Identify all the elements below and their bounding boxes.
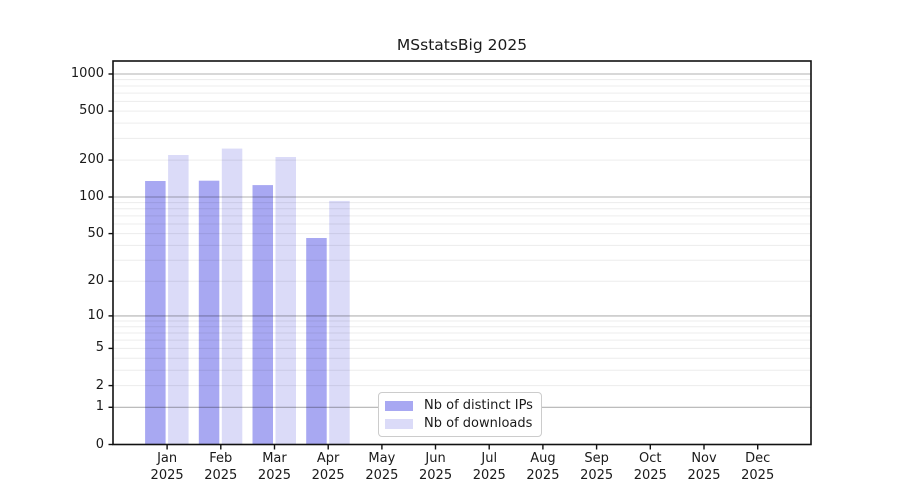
legend-label: Nb of distinct IPs [424,398,533,413]
y-tick-label: 100 [79,189,104,204]
bar [275,157,296,445]
x-tick-label: Jun 2025 [419,451,453,483]
bar [329,200,350,445]
bar [168,155,189,445]
y-tick-label: 50 [87,225,104,241]
x-tick-label: Feb 2025 [204,451,238,483]
x-tick-label: Aug 2025 [526,451,560,483]
x-tick-label: Dec 2025 [741,451,775,483]
chart-title: MSstatsBig 2025 [396,36,528,54]
legend: Nb of distinct IPs Nb of downloads [378,392,542,437]
x-tick-label: Sep 2025 [580,451,614,483]
x-tick-label: Jan 2025 [150,451,184,483]
axis-frame [108,60,812,450]
legend-swatch-distinct-ips [385,401,413,411]
bar [306,238,327,445]
x-tick-label: Jul 2025 [472,451,506,483]
y-tick-label: 1000 [70,66,104,81]
y-tick-label: 0 [95,436,104,452]
y-tick-label: 500 [79,103,104,119]
legend-item-distinct-ips: Nb of distinct IPs [385,397,535,415]
bars-layer [145,148,350,445]
legend-swatch-downloads [385,419,413,429]
y-tick-label: 200 [79,152,104,168]
x-tick-label: May 2025 [365,451,399,483]
y-tick-label: 2 [95,377,104,393]
x-tick-label: Mar 2025 [257,451,292,483]
y-tick-label: 10 [87,307,104,323]
gridlines-layer [113,73,811,408]
plot-border [112,60,812,446]
y-tick-label: 5 [95,340,104,356]
bar [252,185,273,445]
bar [145,181,166,445]
x-tick-label: Nov 2025 [687,451,721,483]
bar [198,180,220,445]
x-tick-label: Oct 2025 [633,451,667,483]
legend-item-downloads: Nb of downloads [385,415,535,433]
y-tick-label: 20 [87,273,104,289]
bar [221,148,243,445]
x-tick-label: Apr 2025 [311,451,345,483]
legend-label: Nb of downloads [424,416,533,431]
y-tick-label: 1 [95,399,104,415]
